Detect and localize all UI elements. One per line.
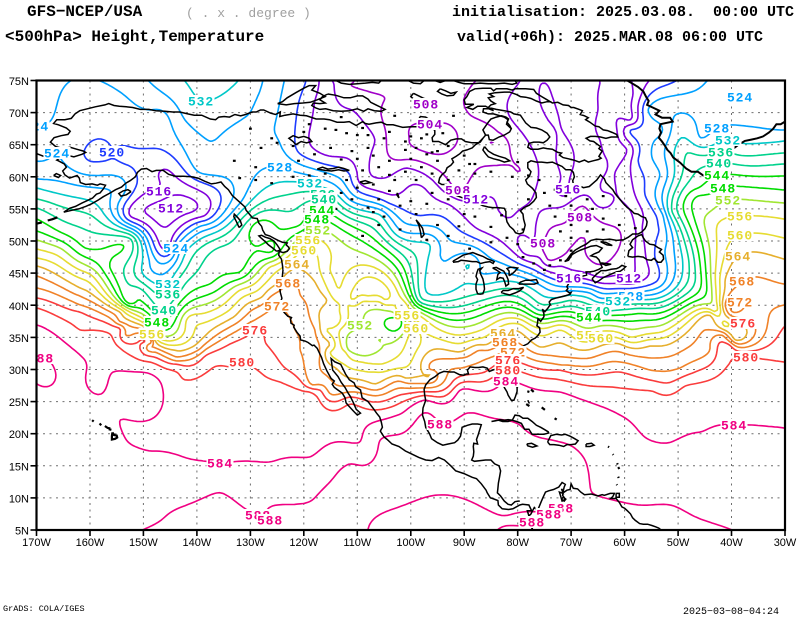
- svg-text:540: 540: [151, 304, 177, 319]
- svg-text:568: 568: [729, 275, 755, 290]
- svg-text:524: 524: [44, 147, 70, 162]
- svg-text:140W: 140W: [183, 537, 212, 549]
- svg-text:580: 580: [495, 364, 521, 379]
- svg-text:532: 532: [715, 134, 741, 149]
- svg-text:564: 564: [725, 250, 751, 265]
- svg-text:30N: 30N: [9, 365, 29, 377]
- svg-text:536: 536: [708, 146, 734, 161]
- svg-text:544: 544: [704, 169, 730, 184]
- svg-text:584: 584: [207, 457, 233, 472]
- svg-text:516: 516: [146, 185, 172, 200]
- svg-text:544: 544: [576, 311, 602, 326]
- svg-text:100W: 100W: [396, 537, 425, 549]
- svg-text:548: 548: [304, 213, 330, 228]
- svg-text:576: 576: [242, 324, 268, 339]
- svg-text:30W: 30W: [774, 537, 797, 549]
- svg-text:35N: 35N: [9, 333, 29, 345]
- svg-text:552: 552: [715, 194, 741, 209]
- svg-text:560: 560: [588, 332, 614, 347]
- svg-text:572: 572: [727, 296, 753, 311]
- svg-text:528: 528: [704, 122, 730, 137]
- svg-text:170W: 170W: [22, 537, 51, 549]
- svg-text:540: 540: [706, 157, 732, 172]
- svg-text:568: 568: [275, 277, 301, 292]
- svg-text:70W: 70W: [560, 537, 583, 549]
- svg-text:60W: 60W: [613, 537, 636, 549]
- svg-text:560: 560: [291, 244, 317, 259]
- svg-text:15N: 15N: [9, 461, 29, 473]
- svg-text:512: 512: [158, 202, 184, 217]
- svg-text:75N: 75N: [9, 76, 29, 88]
- svg-text:524: 524: [23, 120, 49, 135]
- svg-text:548: 548: [710, 182, 736, 197]
- svg-text:50N: 50N: [9, 237, 29, 249]
- svg-text:40N: 40N: [9, 301, 29, 313]
- svg-text:25N: 25N: [9, 397, 29, 409]
- svg-text:556: 556: [139, 328, 165, 343]
- svg-text:508: 508: [413, 98, 439, 113]
- svg-text:524: 524: [727, 91, 753, 106]
- svg-text:572: 572: [264, 300, 290, 315]
- svg-text:55N: 55N: [9, 204, 29, 216]
- svg-text:532: 532: [188, 95, 214, 110]
- svg-text:110W: 110W: [343, 537, 372, 549]
- svg-text:65N: 65N: [9, 140, 29, 152]
- svg-text:556: 556: [727, 210, 753, 225]
- svg-text:560: 560: [403, 322, 429, 337]
- svg-text:90W: 90W: [453, 537, 476, 549]
- svg-text:548: 548: [144, 316, 170, 331]
- svg-text:70N: 70N: [9, 108, 29, 120]
- svg-text:556: 556: [394, 309, 420, 324]
- svg-text:150W: 150W: [129, 537, 158, 549]
- svg-text:160W: 160W: [76, 537, 105, 549]
- svg-text:130W: 130W: [236, 537, 265, 549]
- svg-text:588: 588: [519, 516, 545, 531]
- svg-text:588: 588: [427, 418, 453, 433]
- svg-text:540: 540: [311, 193, 337, 208]
- svg-text:508: 508: [530, 237, 556, 252]
- svg-text:504: 504: [417, 118, 443, 133]
- svg-text:520: 520: [99, 146, 125, 161]
- svg-text:560: 560: [727, 229, 753, 244]
- svg-text:120W: 120W: [289, 537, 318, 549]
- svg-text:512: 512: [616, 272, 642, 287]
- svg-text:40W: 40W: [720, 537, 743, 549]
- svg-text:50W: 50W: [667, 537, 690, 549]
- svg-text:516: 516: [555, 183, 581, 198]
- svg-text:580: 580: [733, 351, 759, 366]
- svg-text:80W: 80W: [506, 537, 529, 549]
- svg-text:584: 584: [493, 375, 519, 390]
- svg-text:60N: 60N: [9, 172, 29, 184]
- svg-text:576: 576: [730, 317, 756, 332]
- svg-text:512: 512: [463, 193, 489, 208]
- svg-text:524: 524: [163, 242, 189, 257]
- svg-text:508: 508: [567, 211, 593, 226]
- svg-text:516: 516: [556, 272, 582, 287]
- svg-text:588: 588: [28, 352, 54, 367]
- svg-text:584: 584: [721, 419, 747, 434]
- svg-text:552: 552: [347, 319, 373, 334]
- svg-text:580: 580: [229, 356, 255, 371]
- svg-text:588: 588: [257, 514, 283, 529]
- svg-text:528: 528: [267, 161, 293, 176]
- svg-text:536: 536: [155, 288, 181, 303]
- svg-text:564: 564: [284, 258, 310, 273]
- svg-text:532: 532: [297, 177, 323, 192]
- svg-text:45N: 45N: [9, 269, 29, 281]
- svg-text:20N: 20N: [9, 429, 29, 441]
- svg-text:5N: 5N: [15, 526, 29, 538]
- svg-text:10N: 10N: [9, 493, 29, 505]
